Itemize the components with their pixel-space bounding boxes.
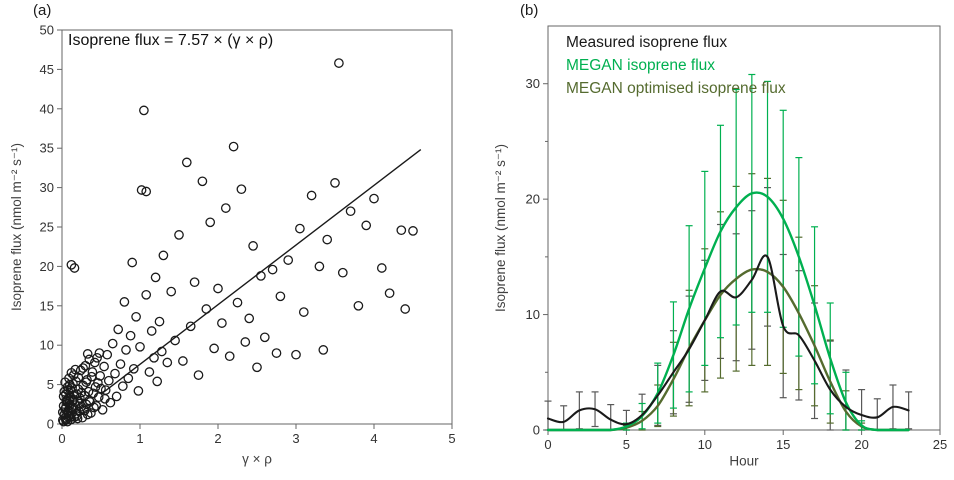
panel-b-letter: (b): [520, 2, 539, 19]
svg-text:0: 0: [544, 437, 551, 452]
svg-text:2: 2: [214, 431, 221, 446]
panel-b-y-axis-label: Isoprene flux (nmol m⁻² s⁻¹): [493, 143, 508, 313]
line-plot-svg: 0 10 20 30 0 5 10 15 20 25: [526, 25, 947, 452]
fit-equation-annotation: Isoprene flux = 7.57 × (γ × ρ): [68, 32, 274, 49]
line-axes: 0 10 20 30 0 5 10 15 20 25: [526, 25, 947, 452]
svg-text:35: 35: [40, 141, 54, 156]
panel-b: 0 10 20 30 0 5 10 15 20 25 (b) Measured isoprene …: [480, 0, 954, 480]
svg-text:15: 15: [776, 437, 790, 452]
svg-text:5: 5: [448, 431, 455, 446]
svg-text:40: 40: [40, 101, 54, 116]
svg-text:10: 10: [698, 437, 712, 452]
panel-b-x-axis-label: Hour: [729, 453, 759, 469]
svg-text:20: 20: [40, 259, 54, 274]
svg-text:5: 5: [47, 377, 54, 392]
svg-text:25: 25: [933, 437, 947, 452]
svg-text:3: 3: [292, 431, 299, 446]
legend-item-megan-optimised: MEGAN optimised isoprene flux: [566, 80, 786, 97]
svg-text:10: 10: [40, 338, 54, 353]
svg-text:0: 0: [58, 431, 65, 446]
svg-text:0: 0: [533, 423, 540, 438]
svg-text:5: 5: [623, 437, 630, 452]
series-line: [546, 191, 910, 432]
svg-text:0: 0: [47, 417, 54, 432]
svg-text:45: 45: [40, 62, 54, 77]
panel-a-letter: (a): [33, 2, 52, 19]
legend-item-megan: MEGAN isoprene flux: [566, 57, 716, 74]
svg-text:30: 30: [526, 76, 540, 91]
panel-a-y-axis-label: Isoprene flux (nmol m⁻² s⁻¹): [9, 142, 24, 312]
series-line: [546, 254, 910, 426]
svg-text:25: 25: [40, 220, 54, 235]
svg-text:30: 30: [40, 180, 54, 195]
panel-a: 0 5 10 15 20 25 30 35 40 45 50 0 1 2 3 4 5 (a) Isoprene …: [9, 2, 456, 467]
svg-text:20: 20: [854, 437, 868, 452]
svg-text:50: 50: [40, 23, 54, 38]
legend-item-measured: Measured isoprene flux: [566, 34, 728, 51]
error-bars: [544, 187, 913, 431]
svg-text:1: 1: [136, 431, 143, 446]
legend: Measured isoprene flux MEGAN isoprene fl…: [566, 31, 786, 100]
svg-text:10: 10: [526, 307, 540, 322]
svg-text:15: 15: [40, 298, 54, 313]
scatter-points: [57, 58, 418, 427]
svg-text:20: 20: [526, 192, 540, 207]
panel-a-x-axis-label: γ × ρ: [242, 451, 272, 467]
svg-text:4: 4: [370, 431, 377, 446]
